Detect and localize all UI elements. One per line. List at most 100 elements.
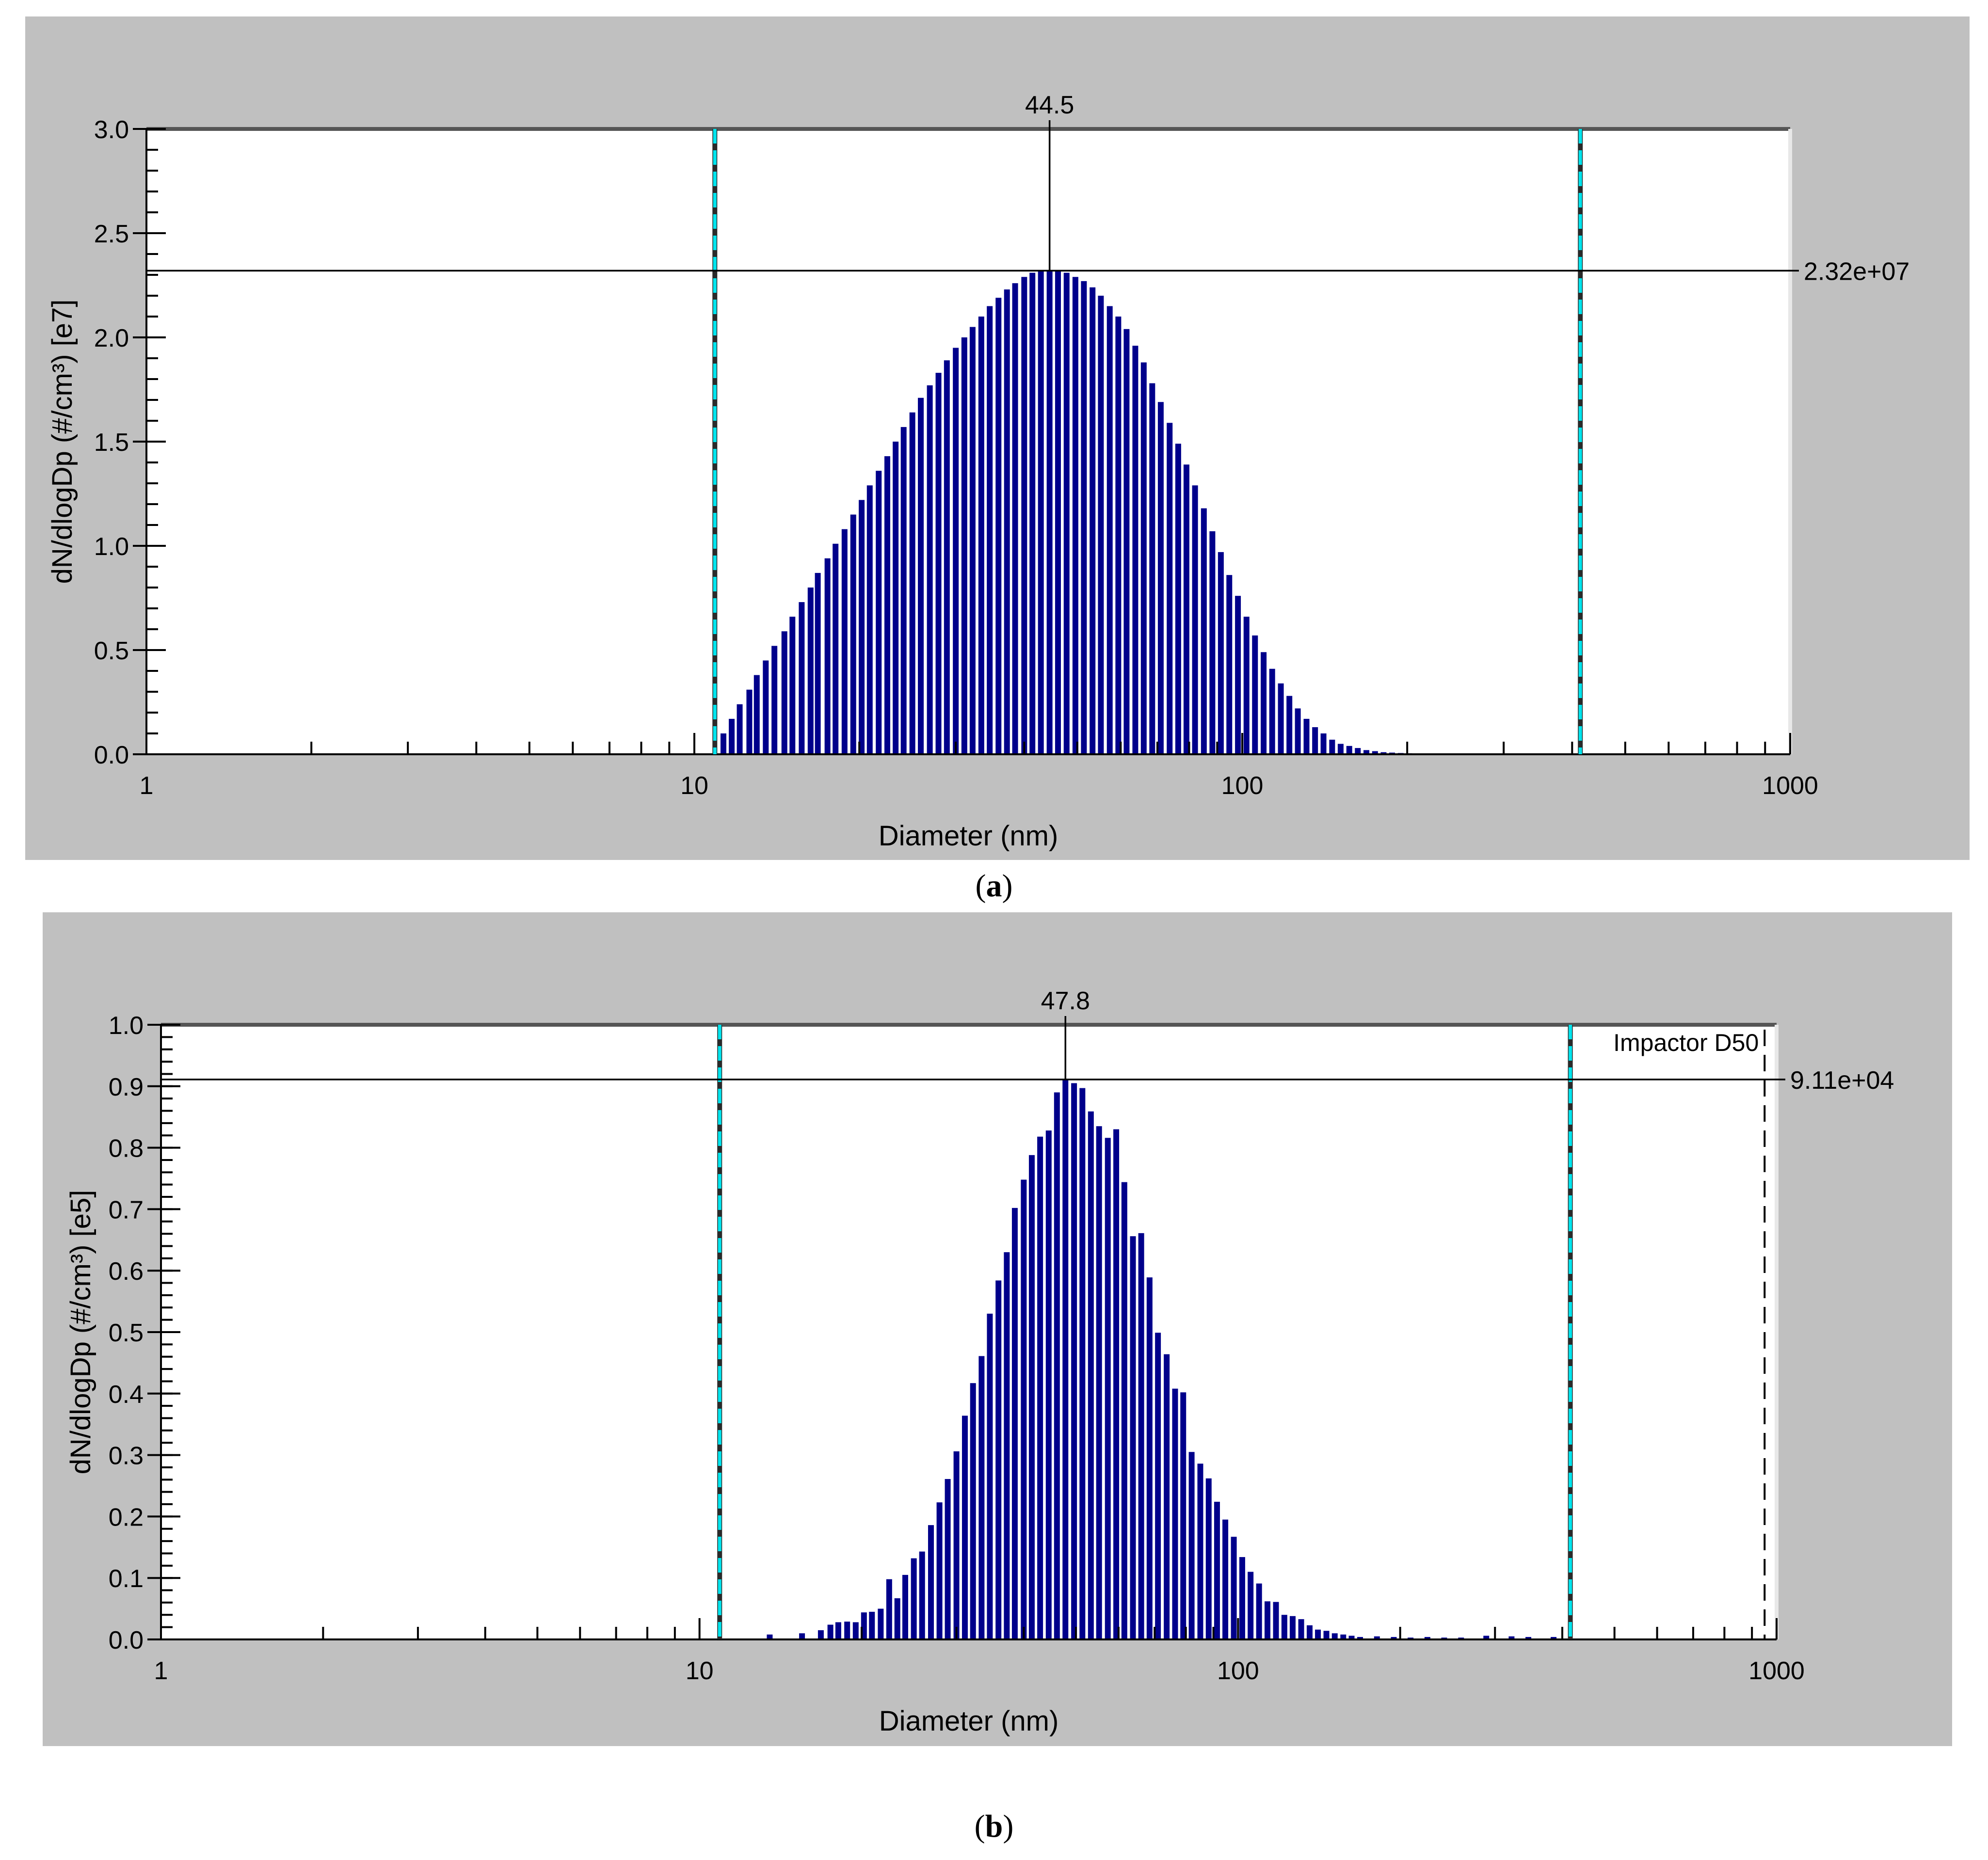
bar bbox=[1226, 575, 1233, 754]
x-axis-title: Diameter (nm) bbox=[879, 820, 1058, 852]
bar bbox=[1105, 1138, 1111, 1639]
bar bbox=[827, 1624, 834, 1639]
bar bbox=[1348, 1636, 1355, 1639]
bar bbox=[1391, 1637, 1397, 1639]
bar bbox=[1096, 1126, 1102, 1639]
bar bbox=[1175, 444, 1181, 754]
bar bbox=[1115, 317, 1122, 754]
x-tick-label: 1 bbox=[154, 1657, 168, 1685]
cursor-y-label: 2.32e+07 bbox=[1804, 257, 1909, 286]
impactor-d50-label: Impactor D50 bbox=[1613, 1029, 1759, 1056]
bar bbox=[878, 1608, 884, 1639]
bar bbox=[1424, 1637, 1430, 1639]
y-tick-label: 0.7 bbox=[109, 1196, 144, 1224]
plot-area bbox=[146, 129, 1790, 754]
bar bbox=[1298, 1619, 1304, 1639]
bar bbox=[1072, 277, 1078, 754]
bar bbox=[1079, 1088, 1086, 1639]
bar bbox=[1222, 1519, 1229, 1639]
bar bbox=[1130, 1236, 1136, 1639]
y-tick-label: 0.5 bbox=[94, 637, 129, 665]
x-tick-label: 1000 bbox=[1748, 1657, 1805, 1685]
bar bbox=[886, 1579, 892, 1639]
bar bbox=[953, 1451, 960, 1639]
bar bbox=[1037, 1136, 1043, 1639]
bar bbox=[1167, 423, 1173, 754]
bar bbox=[1320, 733, 1327, 754]
bar bbox=[1323, 1631, 1330, 1639]
bar bbox=[1004, 1252, 1010, 1639]
panel-label-a: (a) bbox=[975, 868, 1013, 904]
bar bbox=[900, 427, 907, 754]
y-tick-label: 2.5 bbox=[94, 220, 129, 248]
bar bbox=[833, 543, 839, 754]
bar bbox=[1264, 1601, 1270, 1639]
bar bbox=[767, 1634, 773, 1639]
bar bbox=[970, 1383, 976, 1639]
bar bbox=[902, 1574, 908, 1639]
y-tick-label: 0.8 bbox=[109, 1135, 144, 1163]
bar bbox=[987, 1313, 993, 1639]
size-distribution-chart-a: 1 10 100 1000 0.0 0.5 1.0 1.5 2.0 2.5 3.0 44.5 2.32e… bbox=[47, 91, 1909, 852]
bar bbox=[1205, 1478, 1212, 1639]
bar bbox=[1239, 1557, 1245, 1639]
y-tick-label: 0.0 bbox=[94, 741, 129, 769]
x-tick-label: 10 bbox=[680, 772, 708, 800]
bar bbox=[978, 317, 984, 754]
bar bbox=[884, 456, 890, 754]
y-tick-label: 3.0 bbox=[94, 116, 129, 144]
y-tick-label: 2.0 bbox=[94, 324, 129, 352]
bar bbox=[936, 1502, 943, 1639]
bar bbox=[781, 631, 787, 754]
bar bbox=[962, 1415, 968, 1639]
y-tick-label: 0.0 bbox=[109, 1626, 144, 1654]
bar bbox=[1046, 270, 1053, 754]
bar bbox=[893, 442, 899, 754]
panel-label-a-text: a bbox=[986, 868, 1002, 904]
bar bbox=[1303, 718, 1310, 754]
bar bbox=[1357, 1637, 1363, 1639]
bar bbox=[754, 675, 760, 754]
bar bbox=[928, 1525, 934, 1639]
y-axis-title: dN/dlogDp (#/cm³) [e7] bbox=[47, 300, 78, 584]
bar bbox=[818, 1630, 824, 1639]
bar bbox=[1180, 1392, 1186, 1639]
bar bbox=[835, 1622, 841, 1639]
panel-label-b: (b) bbox=[974, 1809, 1014, 1844]
x-tick-label: 100 bbox=[1221, 772, 1264, 800]
bar bbox=[1011, 1208, 1018, 1639]
bar bbox=[1312, 727, 1318, 754]
bar bbox=[935, 373, 942, 754]
bar bbox=[1372, 751, 1378, 754]
bar bbox=[1188, 1452, 1195, 1639]
bar bbox=[1012, 283, 1018, 754]
x-tick-label: 1000 bbox=[1762, 772, 1818, 800]
bar bbox=[1201, 508, 1207, 754]
x-axis-title: Diameter (nm) bbox=[879, 1705, 1059, 1737]
bar bbox=[1172, 1388, 1178, 1639]
bar bbox=[1380, 752, 1387, 754]
y-axis-title: dN/dlogDp (#/cm³) [e5] bbox=[65, 1190, 96, 1475]
bar bbox=[1149, 383, 1155, 754]
x-tick-label: 100 bbox=[1217, 1657, 1259, 1685]
bar bbox=[1289, 1616, 1296, 1639]
bar bbox=[1192, 485, 1198, 754]
bar bbox=[859, 500, 865, 754]
bar bbox=[1054, 1092, 1060, 1639]
bar bbox=[1243, 617, 1250, 754]
bar bbox=[1281, 1615, 1287, 1639]
bar bbox=[1123, 329, 1130, 754]
chart-panel-b: 1 10 100 1000 0.0 0.1 0.2 0.3 0.4 0.5 0.6 0.7 0.8 0.9… bbox=[43, 912, 1952, 1746]
y-tick-label: 1.5 bbox=[94, 429, 129, 457]
cursor-x-label: 47.8 bbox=[1041, 987, 1090, 1015]
bar bbox=[876, 471, 882, 754]
bar bbox=[799, 602, 805, 754]
bar bbox=[1329, 739, 1335, 754]
cursor-x-label: 44.5 bbox=[1025, 91, 1074, 119]
bar bbox=[1261, 652, 1267, 754]
bar bbox=[1525, 1637, 1532, 1639]
bar bbox=[1346, 746, 1352, 754]
bar bbox=[1106, 306, 1113, 754]
bar bbox=[1337, 744, 1344, 754]
bar bbox=[771, 646, 778, 754]
